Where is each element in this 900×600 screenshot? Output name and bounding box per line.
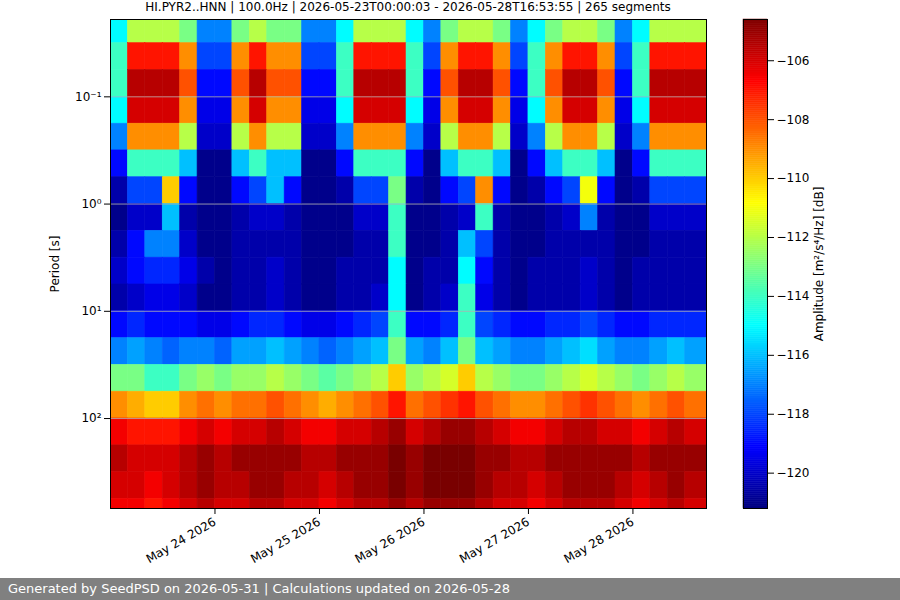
svg-text:10¹: 10¹	[81, 304, 101, 318]
html-text:HI.PYR2..HNN | 100.0Hz | 2026-: HI.PYR2..HNN | 100.0Hz | 2026-05-23T00:0…	[145, 0, 671, 14]
svg-text:−118: −118	[777, 407, 810, 421]
svg-text:Amplitude [m²/s⁴/Hz] [dB]: Amplitude [m²/s⁴/Hz] [dB]	[812, 187, 826, 342]
svg-text:May 25 2026: May 25 2026	[248, 515, 323, 566]
svg-text:−106: −106	[777, 54, 810, 68]
svg-text:May 27 2026: May 27 2026	[457, 515, 532, 566]
html-text:Generated by SeedPSD on 2026-0: Generated by SeedPSD on 2026-05-31 | Cal…	[8, 581, 510, 596]
svg-text:10²: 10²	[81, 411, 101, 425]
svg-text:−114: −114	[777, 289, 810, 303]
svg-text:May 28 2026: May 28 2026	[562, 515, 637, 566]
svg-text:May 26 2026: May 26 2026	[353, 515, 428, 566]
svg-text:Period [s]: Period [s]	[48, 236, 62, 293]
svg-text:−110: −110	[777, 171, 810, 185]
svg-text:−112: −112	[777, 230, 810, 244]
svg-text:−108: −108	[777, 112, 810, 126]
svg-text:10⁰: 10⁰	[81, 197, 101, 211]
svg-text:−120: −120	[777, 466, 810, 480]
svg-text:−116: −116	[777, 348, 810, 362]
svg-text:10⁻¹: 10⁻¹	[75, 90, 102, 104]
svg-text:May 24 2026: May 24 2026	[144, 515, 219, 566]
